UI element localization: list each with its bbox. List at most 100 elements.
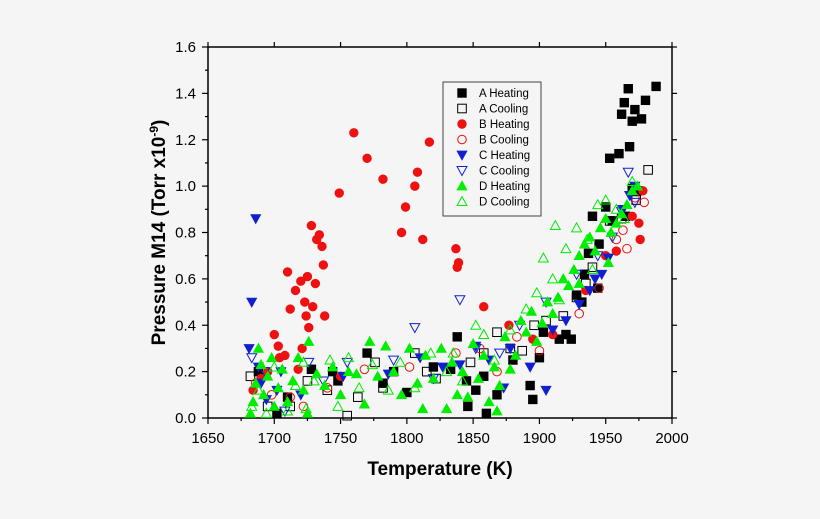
data-point-a-heating <box>463 401 473 412</box>
data-point-b-heating <box>273 341 283 351</box>
legend-marker-d-cooling <box>456 195 468 206</box>
data-point-d-heating <box>244 407 257 418</box>
data-point-d-heating <box>380 340 392 351</box>
legend-marker-c-heating <box>456 150 468 161</box>
data-point-d-cooling <box>447 347 460 358</box>
data-point-c-heating <box>589 274 601 285</box>
data-point-a-cooling <box>517 345 527 356</box>
data-point-c-heating <box>540 385 552 396</box>
y-tick-label: 0.4 <box>175 317 196 334</box>
data-point-d-cooling <box>469 319 482 330</box>
data-point-b-heating <box>304 322 314 333</box>
data-point-d-cooling <box>308 374 320 386</box>
data-point-a-heating <box>534 353 545 363</box>
data-point-a-cooling <box>302 376 313 386</box>
series-layer <box>243 81 661 421</box>
x-tick-label: 1950 <box>589 430 622 447</box>
legend-label-b-cooling: B Cooling <box>479 135 529 147</box>
data-point-d-heating <box>547 307 559 319</box>
x-axis-ticks: 1650 1700 1750 1800 1850 1900 1950 2000 <box>191 42 689 447</box>
data-point-d-heating <box>303 335 315 346</box>
data-point-b-heating <box>308 302 318 312</box>
y-tick-label: 1.4 <box>175 85 196 102</box>
data-point-c-cooling <box>245 353 258 364</box>
x-tick-label: 1850 <box>456 430 489 447</box>
data-point-b-cooling <box>404 362 415 372</box>
data-point-b-cooling <box>594 283 604 293</box>
data-point-d-heating <box>568 263 580 274</box>
data-point-c-heating <box>524 362 536 373</box>
data-point-d-cooling <box>560 242 572 254</box>
data-point-d-heating <box>395 389 408 400</box>
x-axis-title: Temperature (K) <box>367 459 512 480</box>
data-point-d-cooling <box>618 212 631 224</box>
data-point-c-cooling <box>387 355 400 367</box>
data-point-a-heating <box>616 109 627 119</box>
data-point-d-cooling <box>289 379 302 390</box>
data-point-a-heating <box>604 153 615 164</box>
data-point-d-cooling <box>268 361 281 372</box>
data-point-c-cooling <box>409 323 421 334</box>
data-point-b-heating <box>410 181 420 191</box>
data-point-d-cooling <box>332 400 344 411</box>
data-point-a-heating <box>362 348 372 358</box>
data-point-d-heating <box>427 372 439 383</box>
data-point-a-heating <box>306 364 317 375</box>
data-point-d-heating <box>334 389 347 400</box>
data-point-d-cooling <box>353 381 365 393</box>
data-point-d-heating <box>515 314 527 325</box>
data-point-b-heating <box>378 174 388 184</box>
data-point-d-heating <box>417 402 429 414</box>
data-point-b-heating <box>635 234 645 245</box>
data-point-d-cooling <box>394 356 407 367</box>
data-point-c-heating <box>437 362 449 373</box>
data-point-d-heating <box>584 231 596 242</box>
data-point-a-heating <box>619 97 629 108</box>
data-point-d-heating <box>467 338 479 349</box>
data-point-d-cooling <box>252 384 265 395</box>
data-point-d-heating <box>462 391 474 402</box>
data-point-c-heating <box>584 286 596 297</box>
data-point-d-cooling <box>297 356 310 367</box>
data-point-d-cooling <box>382 384 395 395</box>
data-point-d-heating <box>451 389 463 400</box>
data-point-a-heating <box>614 148 624 159</box>
y-tick-label: 0.0 <box>175 410 196 427</box>
data-point-d-cooling <box>324 354 336 365</box>
data-point-d-heating <box>287 375 299 386</box>
y-axis-title-close: ) <box>149 120 170 126</box>
data-point-b-heating <box>451 244 461 254</box>
data-point-c-heating <box>560 316 572 327</box>
data-point-d-cooling <box>260 407 273 418</box>
data-point-d-heating <box>255 358 267 370</box>
data-point-a-heating <box>651 81 661 92</box>
data-point-c-heating <box>596 269 608 281</box>
data-point-d-heating <box>494 379 506 390</box>
data-point-b-heating <box>297 343 307 354</box>
y-tick-label: 1.0 <box>175 178 196 195</box>
data-point-b-heating <box>396 227 407 238</box>
data-point-c-cooling <box>615 207 628 218</box>
data-point-d-heating <box>600 212 612 223</box>
legend-label-a-cooling: A Cooling <box>479 104 528 116</box>
legend-label-a-heating: A Heating <box>479 88 529 100</box>
data-point-b-heating <box>479 302 489 312</box>
data-point-a-heating <box>471 385 481 395</box>
x-tick-label: 1900 <box>523 430 556 447</box>
data-point-a-heating <box>587 211 598 221</box>
data-point-c-heating <box>547 325 559 336</box>
data-point-d-cooling <box>530 286 543 298</box>
y-tick-label: 0.8 <box>175 225 196 242</box>
data-point-c-heating <box>504 344 516 355</box>
data-point-a-heating <box>623 84 633 94</box>
data-point-c-heating <box>250 214 262 225</box>
data-point-a-heating <box>627 116 637 126</box>
legend-marker-a-heating <box>457 88 467 98</box>
y-tick-label: 1.2 <box>175 132 196 149</box>
data-point-d-heating <box>562 280 575 291</box>
data-point-a-heating <box>640 95 651 106</box>
data-point-d-cooling <box>409 381 421 393</box>
legend-label-c-heating: C Heating <box>479 150 530 162</box>
data-point-a-heating <box>452 332 462 342</box>
